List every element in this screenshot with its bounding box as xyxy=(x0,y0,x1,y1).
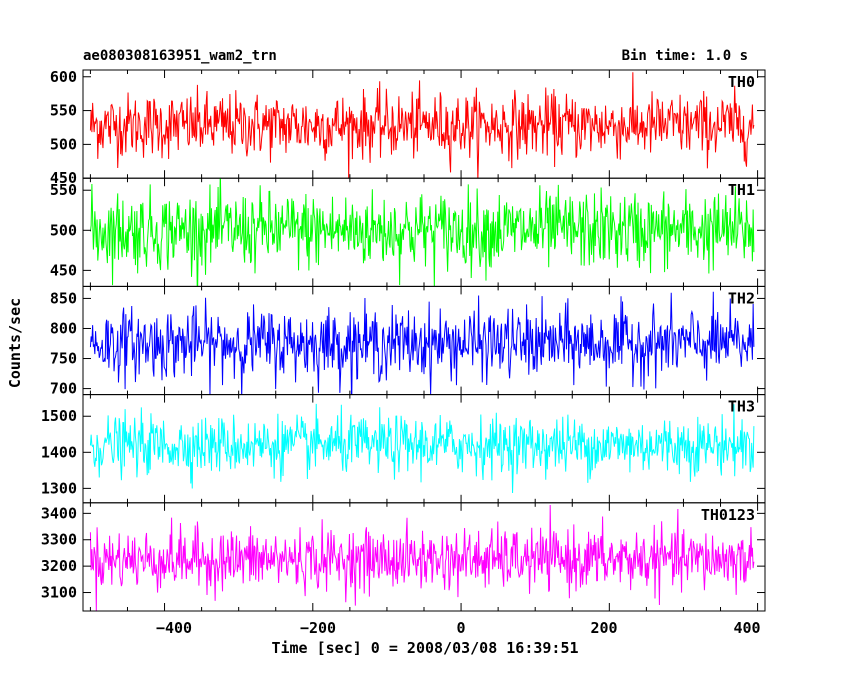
series-label: TH0123 xyxy=(701,506,755,524)
y-tick-label: 3300 xyxy=(41,531,77,549)
y-tick-label: 550 xyxy=(50,181,77,199)
y-tick-label: 700 xyxy=(50,380,77,398)
y-tick-label: 550 xyxy=(50,102,77,120)
x-tick-label: −400 xyxy=(156,619,192,637)
series-line-th1 xyxy=(89,178,755,287)
y-tick-label: 800 xyxy=(50,319,77,337)
x-tick-label: 400 xyxy=(733,619,760,637)
x-tick-label: 0 xyxy=(456,619,465,637)
series-label: TH0 xyxy=(728,73,755,91)
series-label: TH2 xyxy=(728,289,755,307)
y-tick-label: 600 xyxy=(50,68,77,86)
y-tick-label: 3100 xyxy=(41,584,77,602)
y-tick-label: 1500 xyxy=(41,407,77,425)
y-tick-label: 450 xyxy=(50,261,77,279)
x-axis-label: Time [sec] 0 = 2008/03/08 16:39:51 xyxy=(271,639,578,657)
y-tick-label: 500 xyxy=(50,135,77,153)
x-tick-label: 200 xyxy=(590,619,617,637)
object-name: ae080308163951_wam2_trn xyxy=(83,48,277,64)
y-tick-label: 850 xyxy=(50,289,77,307)
series-line-th0 xyxy=(89,72,755,179)
y-tick-label: 3400 xyxy=(41,504,77,522)
y-tick-label: 1300 xyxy=(41,479,77,497)
series-line-th0123 xyxy=(89,504,755,611)
panels: 450 500 550 600 TH0 450 500 550 TH1 700 750 800 850 T… xyxy=(41,68,766,612)
y-tick-label: 750 xyxy=(50,350,77,368)
x-tick-labels: −400 −200 0 200 400 xyxy=(156,619,761,637)
series-label: TH1 xyxy=(728,181,755,199)
bin-time: Bin time: 1.0 s xyxy=(622,48,748,64)
y-tick-label: 1400 xyxy=(41,443,77,461)
y-tick-label: 3200 xyxy=(41,557,77,575)
y-tick-label: 450 xyxy=(50,169,77,187)
series-line-th3 xyxy=(89,403,755,493)
y-tick-label: 500 xyxy=(50,221,77,239)
y-axis-label: Counts/sec xyxy=(6,298,24,388)
series-label: TH3 xyxy=(728,398,755,416)
x-tick-label: −200 xyxy=(300,619,336,637)
series-line-th2 xyxy=(89,291,755,395)
